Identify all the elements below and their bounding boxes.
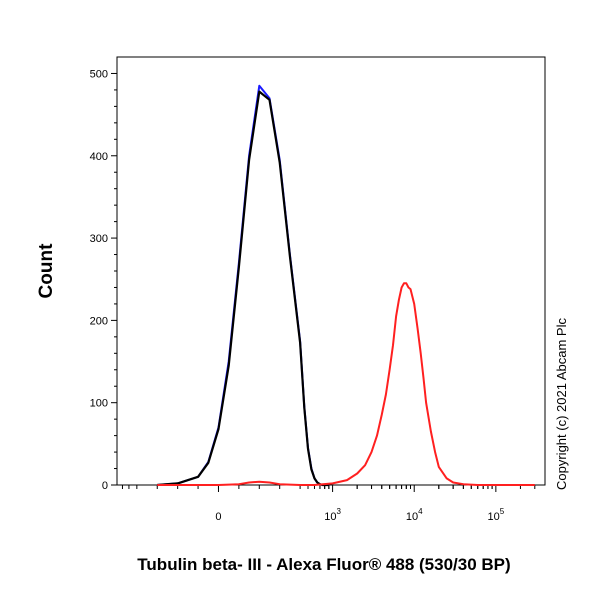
y-axis: 0 100 200 300 400 500 [90, 68, 117, 492]
plot-frame [116, 56, 546, 486]
x-tick-label: 0 [215, 511, 221, 523]
y-tick-label: 300 [90, 233, 108, 245]
x-axis-title: Tubulin beta- III - Alexa Fluor® 488 (53… [137, 555, 510, 574]
x-tick-label: 103 [324, 507, 341, 523]
x-axis: 0 103 104 105 [121, 485, 536, 523]
y-tick-label: 400 [90, 151, 108, 163]
y-axis-title: Count [36, 243, 57, 299]
series-line-3 [157, 282, 535, 486]
y-tick-label: 500 [90, 68, 108, 80]
x-tick-exponent: 4 [418, 507, 423, 516]
x-tick-exponent: 5 [500, 507, 505, 516]
series-layer [157, 84, 535, 487]
y-tick-label: 0 [102, 480, 108, 492]
x-tick-label: 104 [406, 507, 423, 523]
y-tick-label: 200 [90, 315, 108, 327]
series-line-2 [157, 90, 329, 487]
x-tick-label: 105 [488, 507, 505, 523]
x-tick-exponent: 3 [336, 507, 341, 516]
y-tick-label: 100 [90, 398, 108, 410]
copyright-annotation: Copyright (c) 2021 Abcam Plc [554, 318, 569, 490]
series-line-1 [157, 84, 329, 486]
